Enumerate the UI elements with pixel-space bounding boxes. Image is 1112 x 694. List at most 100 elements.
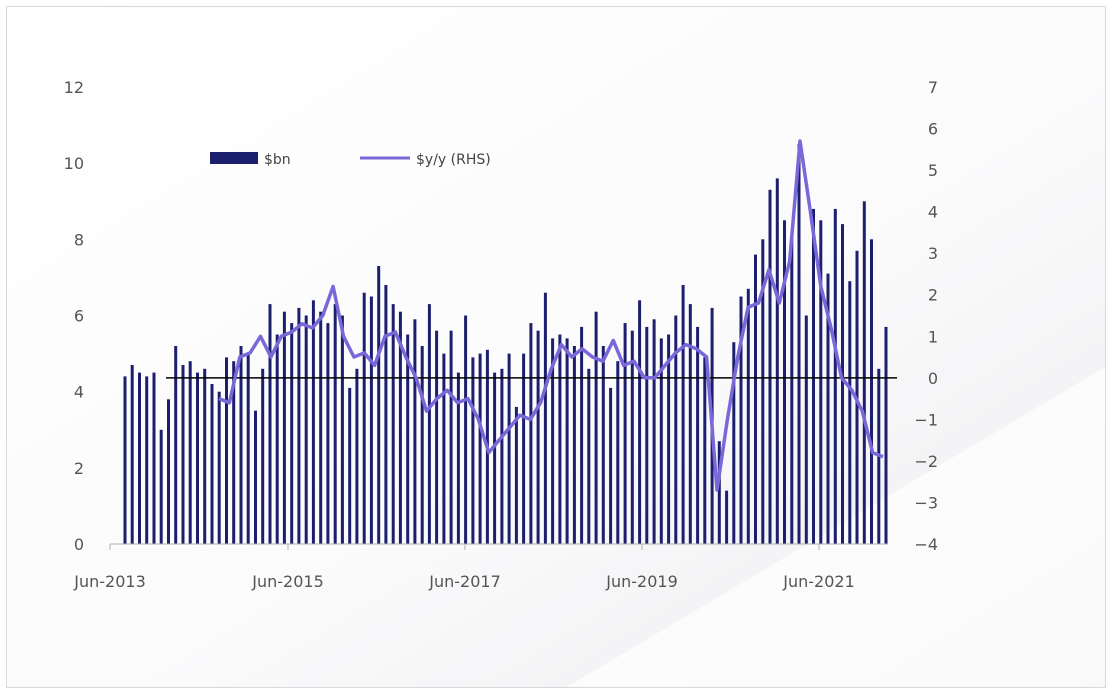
bar [478, 353, 482, 544]
bar [471, 357, 475, 544]
bar [123, 376, 127, 544]
bar [667, 334, 671, 544]
bar [174, 346, 178, 544]
y-right-tick-label: 6 [928, 120, 938, 139]
bar [732, 342, 736, 544]
bar [196, 372, 199, 544]
bar [841, 224, 844, 544]
bar [746, 288, 750, 544]
bar [739, 296, 743, 544]
bar [775, 178, 779, 544]
bar [717, 441, 721, 544]
y-right-tick-label: 4 [928, 203, 938, 222]
y-left-tick-label: 8 [74, 230, 84, 249]
bar [696, 326, 700, 544]
bar [616, 361, 620, 544]
bar [181, 365, 185, 544]
bar [449, 330, 453, 544]
bar [435, 330, 439, 544]
bar [826, 273, 830, 544]
bar [442, 353, 446, 544]
y-right-tick-label: −4 [914, 535, 938, 554]
bar [493, 372, 497, 544]
bar [340, 315, 344, 544]
y-left-tick-label: 0 [74, 535, 84, 554]
bar [326, 323, 330, 544]
bar [384, 285, 388, 544]
x-tick-label: Jun-2013 [73, 572, 146, 591]
bar [587, 368, 591, 544]
bar [406, 334, 410, 544]
bar [783, 220, 786, 545]
bar [572, 346, 576, 544]
bar [797, 144, 801, 544]
bar [290, 323, 294, 544]
y-axis-left: 0 2 4 6 8 10 12 [64, 78, 84, 554]
bar [551, 338, 555, 544]
bar [377, 266, 381, 544]
bar [282, 311, 286, 544]
bar [362, 292, 366, 544]
bar [500, 368, 504, 544]
bar [638, 300, 642, 544]
x-axis [109, 543, 888, 550]
y-axis-right: 7 6 5 4 3 2 1 0 −1 −2 −3 −4 [914, 78, 938, 554]
bar [580, 326, 584, 544]
bar [790, 235, 794, 544]
bar [870, 239, 873, 545]
x-tick-label: Jun-2021 [782, 572, 855, 591]
y-left-tick-label: 4 [74, 383, 84, 402]
bar [688, 304, 692, 544]
bar [725, 490, 729, 544]
bar [464, 315, 468, 544]
bar [239, 346, 243, 544]
y-right-tick-label: 1 [928, 327, 938, 346]
legend-bar-swatch [210, 152, 258, 164]
bar [427, 304, 431, 544]
bar [167, 399, 170, 544]
bar [630, 330, 634, 544]
bar [210, 384, 214, 544]
bar-series [123, 144, 888, 545]
y-right-tick-label: 0 [928, 369, 938, 388]
bar [645, 326, 649, 544]
bar [804, 315, 808, 544]
bar [254, 410, 257, 544]
bar [659, 338, 663, 544]
bar [884, 326, 888, 544]
bar [217, 391, 221, 544]
bar [507, 353, 511, 544]
legend-line-label: $y/y (RHS) [416, 152, 491, 168]
bar [246, 353, 250, 544]
bar [311, 300, 315, 544]
x-tick-label: Jun-2019 [605, 572, 678, 591]
y-right-tick-label: −2 [914, 452, 938, 471]
bar [268, 304, 272, 544]
bar [768, 189, 772, 545]
bar [152, 372, 156, 544]
bar [203, 368, 207, 544]
y-right-tick-label: 3 [928, 244, 938, 263]
bar [761, 239, 765, 545]
bar [652, 319, 656, 544]
bar [333, 304, 337, 544]
bar [812, 208, 815, 544]
bar [159, 429, 163, 545]
bar [138, 372, 141, 544]
bar [145, 376, 149, 544]
bar [862, 201, 866, 545]
x-tick-label: Jun-2015 [251, 572, 324, 591]
bar [188, 361, 192, 544]
bar [594, 311, 598, 544]
bar [703, 357, 707, 544]
bar [304, 315, 308, 544]
bar [413, 319, 417, 544]
bar [369, 296, 373, 544]
bar [232, 361, 236, 544]
y-right-tick-label: −3 [914, 494, 938, 513]
bar [420, 346, 424, 544]
y-right-tick-label: 5 [928, 161, 938, 180]
y-right-tick-label: 2 [928, 286, 938, 305]
bar [609, 387, 613, 544]
